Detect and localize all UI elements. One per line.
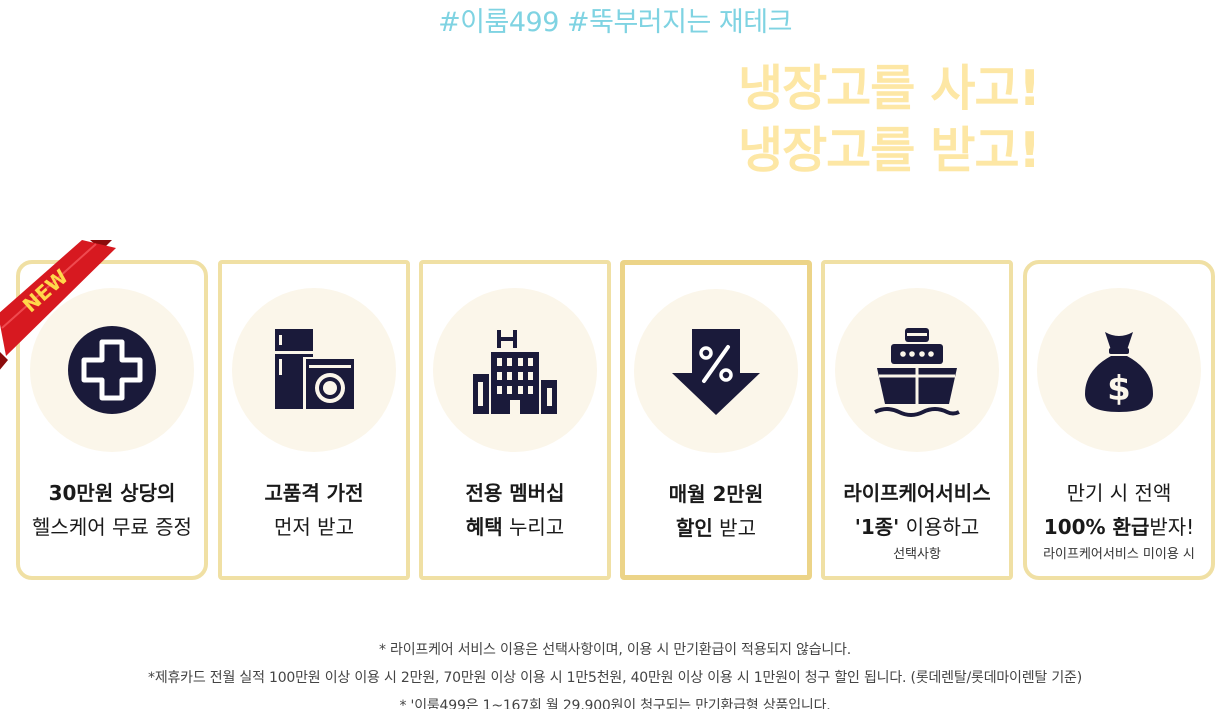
icon-circle: [232, 288, 396, 452]
headline: 냉장고를 사고! 냉장고를 받고!: [738, 58, 1041, 182]
card-subtitle-rest: 받자!: [1149, 515, 1195, 539]
footnote-3: * '이룸499은 1~167회 월 29,900원이 청구되는 만기환급형 상…: [399, 698, 831, 709]
card-title: 30만원 상당의: [48, 481, 176, 505]
money-bag-icon: $: [1085, 332, 1153, 412]
benefit-card-appliance[interactable]: 고품격 가전 먼저 받고: [218, 260, 410, 580]
card-title: 만기 시 전액: [1066, 481, 1172, 505]
card-title: 전용 멤버십: [465, 481, 565, 505]
card-subtitle-rest: 받고: [712, 516, 756, 540]
card-subtitle-bold: '1종': [854, 515, 900, 539]
icon-circle: [433, 288, 597, 452]
card-note: 라이프케어서비스 미이용 시: [1043, 547, 1195, 562]
appliance-icon: [275, 329, 355, 411]
benefit-card-healthcare[interactable]: 30만원 상당의 헬스케어 무료 증정: [16, 260, 208, 580]
card-subtitle: 100% 환급받자!: [1027, 510, 1211, 544]
icon-circle: [634, 289, 798, 453]
card-subtitle-bold: 혜택: [465, 515, 503, 539]
card-title: 라이프케어서비스: [843, 481, 991, 505]
card-subtitle: 먼저 받고: [274, 515, 354, 539]
card-note: 선택사항: [893, 547, 941, 562]
benefit-card-refund[interactable]: $ 만기 시 전액 100% 환급받자! 라이프케어서비스 미이용 시: [1023, 260, 1215, 580]
card-title: 매월 2만원: [668, 482, 764, 506]
card-subtitle: '1종' 이용하고: [825, 510, 1009, 544]
card-subtitle: 혜택 누리고: [423, 510, 607, 544]
footnote-1: * 라이프케어 서비스 이용은 선택사항이며, 이용 시 만기환급이 적용되지 …: [379, 642, 851, 658]
benefit-card-lifecare[interactable]: 라이프케어서비스 '1종' 이용하고 선택사항: [821, 260, 1013, 580]
footnotes: * 라이프케어 서비스 이용은 선택사항이며, 이용 시 만기환급이 적용되지 …: [0, 636, 1215, 709]
card-title: 고품격 가전: [264, 481, 364, 505]
card-subtitle-bold: 할인: [676, 516, 713, 540]
svg-text:$: $: [1107, 369, 1131, 409]
headline-line2: 냉장고를 받고!: [738, 122, 1041, 179]
card-subtitle: 할인 받고: [625, 511, 807, 545]
benefit-card-membership[interactable]: 전용 멤버십 혜택 누리고: [419, 260, 611, 580]
icon-circle: [835, 288, 999, 452]
icon-circle: [30, 288, 194, 452]
building-icon: [473, 330, 557, 414]
card-subtitle-rest: 이용하고: [899, 515, 980, 539]
benefit-card-discount[interactable]: 매월 2만원 할인 받고: [620, 260, 812, 580]
icon-circle: $: [1037, 288, 1201, 452]
new-ribbon-badge: NEW: [0, 240, 116, 370]
card-subtitle: 헬스케어 무료 증정: [32, 515, 192, 539]
medical-cross-icon: [68, 326, 156, 414]
card-subtitle-bold: 100% 환급: [1043, 515, 1150, 539]
footnote-2: *제휴카드 전월 실적 100만원 이상 이용 시 2만원, 70만원 이상 이…: [148, 670, 1082, 686]
discount-arrow-icon: [672, 329, 760, 415]
headline-line1: 냉장고를 사고!: [738, 60, 1041, 117]
card-subtitle-rest: 누리고: [502, 515, 565, 539]
cruise-ship-icon: [874, 328, 960, 417]
hashtag-text: #이룸499 #뚝부러지는 재테크: [438, 7, 792, 38]
